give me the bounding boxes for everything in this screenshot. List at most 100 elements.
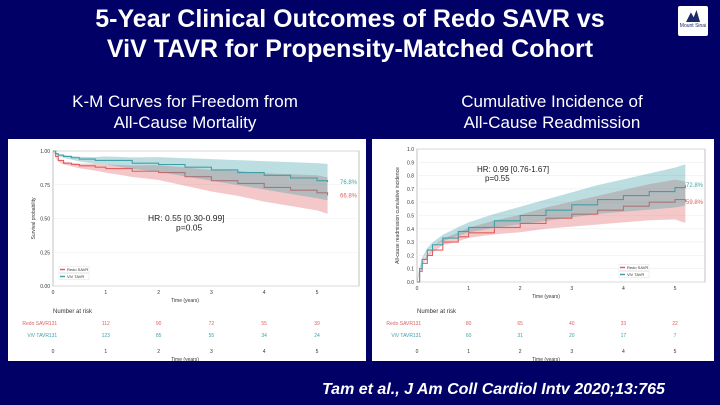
risk-time-label: 5 — [674, 349, 677, 355]
km-mortality-panel: 0.00 0.25 0.50 0.75 1.00 0 1 2 3 4 5 Time (years) Su… — [8, 139, 366, 363]
risk-cell: 31 — [517, 333, 523, 339]
readmission-chart: 0.0 0.1 0.2 0.3 0.4 0.5 0.6 0.7 0.8 0.9 1.0 0 1 2 3 4 5 T… — [386, 147, 706, 363]
legend-box — [618, 264, 650, 271]
y-tick-label: 0.5 — [407, 214, 414, 220]
risk-time-label: 0 — [416, 349, 419, 355]
end-value-label: 66.8% — [340, 194, 358, 200]
right-chart-subtitle: Cumulative Incidence of All-Cause Readmi… — [392, 91, 712, 133]
right-subtitle-line-1: Cumulative Incidence of — [461, 92, 643, 111]
series-line-redo-savr — [53, 150, 329, 196]
risk-time-label: 5 — [316, 349, 319, 355]
risk-row-label: Redo SAVR — [386, 321, 413, 327]
y-tick-label: 0.25 — [40, 250, 50, 256]
logo-text: Mount Sinai — [679, 23, 707, 29]
risk-row-label: ViV TAVR — [391, 333, 413, 339]
risk-cell: 90 — [156, 321, 162, 327]
risk-cell: 20 — [569, 333, 575, 339]
risk-cell: 85 — [156, 333, 162, 339]
mount-sinai-logo: Mount Sinai — [678, 6, 708, 36]
x-tick-label: 5 — [674, 286, 677, 292]
risk-time-label: 1 — [104, 349, 107, 355]
risk-cell: 33 — [621, 321, 627, 327]
y-tick-label: 0.1 — [407, 267, 414, 273]
mountain-icon — [686, 10, 700, 22]
x-tick-label: 0 — [52, 290, 55, 296]
risk-cell: 65 — [517, 321, 523, 327]
risk-time-label: 2 — [157, 349, 160, 355]
x-tick-label: 4 — [622, 286, 625, 292]
risk-cell: 7 — [674, 333, 677, 339]
ci-band-redo-savr — [53, 151, 328, 214]
legend-box — [58, 266, 90, 273]
y-tick-label: 0.2 — [407, 253, 414, 259]
risk-cell: 55 — [209, 333, 215, 339]
risk-cell: 34 — [261, 333, 267, 339]
x-tick-label: 0 — [416, 286, 419, 292]
x-tick-label: 2 — [157, 290, 160, 296]
slide-title: 5-Year Clinical Outcomes of Redo SAVR vs… — [0, 4, 700, 64]
p-value-annotation: p=0.05 — [176, 223, 203, 233]
risk-time-axis-label: Time (years) — [171, 357, 199, 361]
risk-table-title: Number at risk — [417, 309, 457, 315]
x-tick-label: 2 — [519, 286, 522, 292]
left-subtitle-line-1: K-M Curves for Freedom from — [72, 92, 298, 111]
title-line-1: 5-Year Clinical Outcomes of Redo SAVR vs — [95, 5, 605, 33]
risk-cell: 80 — [466, 321, 472, 327]
risk-cell: 112 — [102, 321, 110, 327]
risk-time-label: 4 — [263, 349, 266, 355]
end-value-label: 59.8% — [686, 200, 704, 206]
risk-cell: 131 — [413, 321, 422, 327]
y-tick-label: 1.00 — [40, 149, 50, 155]
x-tick-label: 3 — [570, 286, 573, 292]
series-line-viv-tavr — [53, 150, 329, 183]
legend-label: ViV TAVR — [627, 272, 644, 277]
y-tick-label: 0.0 — [407, 280, 414, 286]
risk-cell: 131 — [413, 333, 422, 339]
x-tick-label: 5 — [316, 290, 319, 296]
y-tick-label: 0.75 — [40, 183, 50, 189]
risk-cell: 17 — [621, 333, 627, 339]
risk-cell: 40 — [569, 321, 575, 327]
ci-band-redo-savr — [417, 179, 686, 282]
legend-label: Redo SAVR — [627, 265, 648, 270]
risk-time-label: 1 — [467, 349, 470, 355]
risk-cell: 131 — [49, 333, 58, 339]
legend-box — [58, 273, 90, 280]
p-value-annotation: p=0.55 — [485, 174, 510, 183]
y-tick-label: 0.7 — [407, 187, 414, 193]
readmission-panel: 0.0 0.1 0.2 0.3 0.4 0.5 0.6 0.7 0.8 0.9 1.0 0 1 2 3 4 5 T… — [372, 139, 714, 363]
y-tick-label: 1.0 — [407, 147, 414, 153]
risk-cell: 24 — [314, 333, 320, 339]
legend-label: Redo SAVR — [67, 267, 88, 272]
risk-time-label: 3 — [210, 349, 213, 355]
right-subtitle-line-2: All-Cause Readmission — [463, 113, 641, 132]
series-line-viv-tavr — [417, 184, 686, 283]
risk-time-label: 3 — [570, 349, 573, 355]
hr-annotation: HR: 0.55 [0.30-0.99] — [148, 213, 225, 223]
y-tick-label: 0.6 — [407, 200, 414, 206]
end-value-label: 76.8% — [340, 180, 358, 186]
end-value-label: 72.8% — [686, 183, 704, 189]
left-subtitle-line-2: All-Cause Mortality — [113, 113, 257, 132]
title-line-2: ViV TAVR for Propensity-Matched Cohort — [106, 35, 594, 63]
risk-cell: 22 — [672, 321, 678, 327]
risk-time-axis-label: Time (years) — [532, 357, 560, 361]
ci-band-viv-tavr — [417, 164, 686, 282]
y-tick-label: 0.00 — [40, 284, 50, 290]
x-tick-label: 4 — [263, 290, 266, 296]
y-axis-label: Survival probability — [31, 197, 37, 239]
risk-row-label: Redo SAVR — [22, 321, 49, 327]
citation: Tam et al., J Am Coll Cardiol Intv 2020;… — [322, 381, 665, 398]
y-tick-label: 0.50 — [40, 217, 50, 223]
risk-cell: 131 — [49, 321, 58, 327]
left-chart-subtitle: K-M Curves for Freedom from All-Cause Mo… — [20, 91, 350, 133]
risk-cell: 60 — [466, 333, 472, 339]
ci-band-viv-tavr — [53, 151, 328, 201]
risk-row-label: ViV TAVR — [27, 333, 49, 339]
x-tick-label: 1 — [467, 286, 470, 292]
risk-cell: 72 — [209, 321, 215, 327]
risk-table-title: Number at risk — [53, 309, 93, 315]
y-tick-label: 0.8 — [407, 174, 414, 180]
hr-annotation: HR: 0.99 [0.76-1.67] — [477, 165, 549, 174]
